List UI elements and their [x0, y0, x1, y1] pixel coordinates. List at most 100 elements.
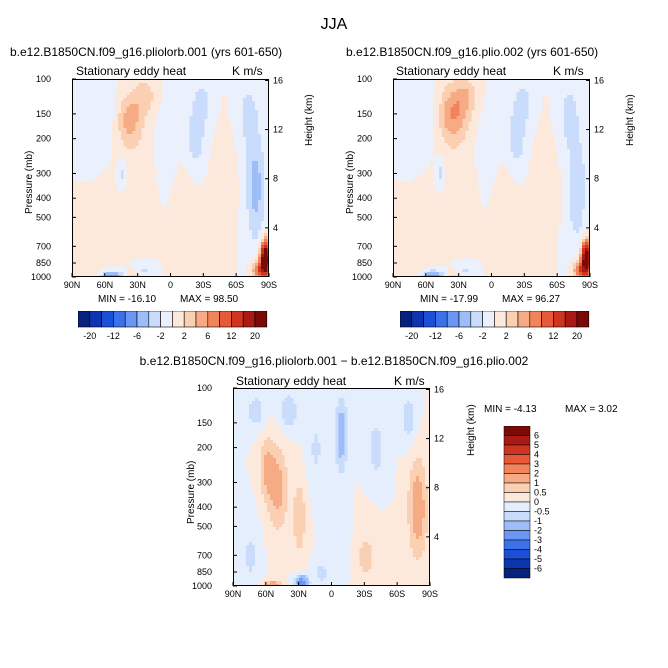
- heatmap-cell: [150, 101, 155, 105]
- heatmap-cell: [138, 80, 143, 84]
- heatmap-cell: [123, 158, 128, 162]
- heatmap-cell: [249, 203, 253, 207]
- heatmap-cell: [456, 98, 461, 102]
- heatmap-cell: [81, 206, 86, 210]
- heatmap-cell: [588, 83, 589, 87]
- heatmap-cell: [213, 158, 217, 162]
- heatmap-cell: [87, 173, 92, 177]
- heatmap-cell: [99, 218, 104, 222]
- heatmap-cell: [210, 83, 214, 87]
- heatmap-cell: [258, 110, 262, 114]
- heatmap-cell: [261, 212, 265, 216]
- heatmap-cell: [93, 233, 98, 237]
- heatmap-cell: [126, 107, 131, 111]
- figure-title: JJA: [320, 16, 348, 33]
- heatmap-cell: [210, 215, 214, 219]
- heatmap-cell: [177, 149, 182, 153]
- heatmap-cell: [207, 263, 211, 267]
- heatmap-cells: [394, 80, 589, 276]
- heatmap-cell: [198, 167, 202, 171]
- heatmap-cell: [144, 119, 149, 123]
- heatmap-cell: [159, 254, 164, 258]
- heatmap-cell: [93, 209, 98, 213]
- heatmap-cell: [174, 119, 179, 123]
- heatmap-cell: [195, 200, 199, 204]
- heatmap-cell: [132, 245, 137, 249]
- heatmap-cell: [225, 113, 229, 117]
- heatmap-cell: [120, 224, 125, 228]
- heatmap-cell: [510, 80, 514, 84]
- heatmap-cell: [222, 257, 226, 261]
- heatmap-cell: [186, 221, 190, 225]
- heatmap-cell: [228, 230, 232, 234]
- heatmap-cell: [168, 83, 173, 87]
- heatmap-cell: [171, 266, 176, 270]
- heatmap-cell: [78, 131, 83, 135]
- heatmap-cell: [117, 224, 122, 228]
- heatmap-cell: [120, 140, 125, 144]
- heatmap-cell: [168, 221, 173, 225]
- heatmap-cell: [75, 236, 80, 240]
- heatmap-cell: [135, 170, 140, 174]
- heatmap-cell: [132, 173, 137, 177]
- heatmap-cell: [90, 107, 95, 111]
- heatmap-cell: [252, 218, 256, 222]
- heatmap-cell: [195, 185, 199, 189]
- heatmap-cell: [132, 209, 137, 213]
- heatmap-cell: [252, 119, 256, 123]
- heatmap-cell: [177, 134, 182, 138]
- heatmap-cell: [126, 212, 131, 216]
- heatmap-cell: [417, 80, 422, 84]
- heatmap-cell: [216, 197, 220, 201]
- heatmap-cell: [255, 260, 259, 264]
- heatmap-cell: [144, 116, 149, 120]
- heatmap-cell: [516, 98, 520, 102]
- heatmap-cell: [495, 98, 500, 102]
- heatmap-cell: [207, 164, 211, 168]
- heatmap-cell: [144, 224, 149, 228]
- heatmap-cell: [207, 254, 211, 258]
- heatmap-cell: [576, 89, 580, 93]
- heatmap-cell: [90, 209, 95, 213]
- heatmap-cell: [123, 89, 128, 93]
- heatmap-cell: [213, 269, 217, 273]
- heatmap-cell: [486, 98, 491, 102]
- heatmap-cell: [582, 86, 586, 90]
- heatmap-cell: [168, 206, 173, 210]
- heatmap-cell: [543, 89, 547, 93]
- heatmap-cell: [126, 113, 131, 117]
- heatmap-cell: [219, 272, 223, 276]
- heatmap-cell: [78, 257, 83, 261]
- heatmap-cell: [243, 158, 247, 162]
- heatmap-cell: [447, 86, 452, 90]
- heatmap-cell: [198, 179, 202, 183]
- heatmap-cell: [141, 269, 146, 273]
- heatmap-cell: [249, 242, 253, 246]
- heatmap-cell: [207, 185, 211, 189]
- heatmap-cell: [468, 104, 473, 108]
- heatmap-cell: [78, 224, 83, 228]
- heatmap-cell: [138, 176, 143, 180]
- heatmap-cell: [213, 242, 217, 246]
- heatmap-cell: [267, 161, 268, 165]
- heatmap-cell: [90, 125, 95, 129]
- heatmap-cell: [126, 185, 131, 189]
- heatmap-cell: [84, 83, 89, 87]
- heatmap-cell: [111, 167, 116, 171]
- heatmap-cell: [447, 98, 452, 102]
- heatmap-cell: [231, 209, 235, 213]
- heatmap-cell: [114, 122, 119, 126]
- heatmap-cell: [180, 257, 185, 261]
- heatmap-cell: [141, 119, 146, 123]
- heatmap-cell: [108, 110, 113, 114]
- heatmap-cell: [225, 134, 229, 138]
- heatmap-cell: [408, 101, 413, 105]
- heatmap-cell: [525, 89, 529, 93]
- heatmap-cell: [186, 164, 190, 168]
- heatmap-cell: [73, 248, 77, 252]
- heatmap-cell: [189, 215, 193, 219]
- heatmap-cell: [174, 179, 179, 183]
- heatmap-cell: [177, 191, 182, 195]
- heatmap-cell: [222, 263, 226, 267]
- heatmap-cell: [84, 224, 89, 228]
